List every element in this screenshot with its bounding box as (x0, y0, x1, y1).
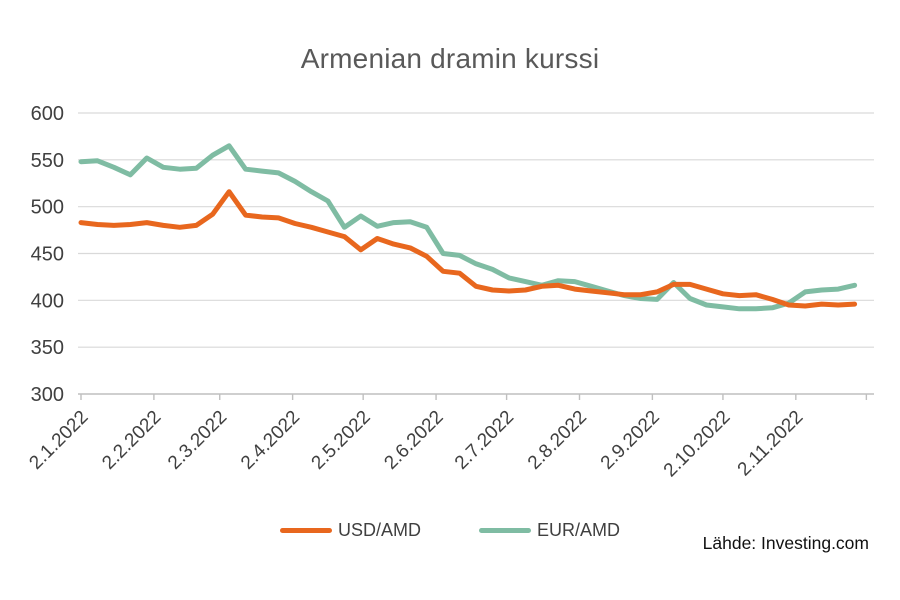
x-axis-label: 2.3.2022 (164, 407, 231, 474)
legend-item-usd-amd: USD/AMD (279, 520, 421, 541)
y-axis-label: 500 (31, 197, 64, 219)
usd-amd-line (78, 189, 858, 309)
x-axis-label: 2.4.2022 (237, 407, 304, 474)
source-credit: Lähde: Investing.com (702, 533, 869, 553)
y-axis-label: 300 (31, 384, 64, 406)
usd-amd-swatch (279, 528, 332, 533)
y-axis-label: 350 (31, 337, 64, 359)
eur-amd-swatch (479, 528, 531, 533)
x-axis-label: 2.5.2022 (308, 407, 375, 474)
x-axis-label: 2.8.2022 (524, 407, 591, 474)
x-axis-label: 2.6.2022 (380, 407, 447, 474)
y-axis-label: 550 (31, 150, 64, 172)
legend-label-eur-amd: EUR/AMD (537, 520, 621, 540)
x-axis-label: 2.9.2022 (597, 407, 664, 474)
legend: USD/AMD EUR/AMD (0, 520, 900, 541)
x-axis-label: 2.7.2022 (451, 407, 518, 474)
y-axis-label: 450 (31, 244, 64, 266)
y-axis-label: 400 (31, 290, 64, 312)
eur-amd-line (78, 143, 858, 312)
x-axis-label: 2.10.2022 (660, 407, 735, 482)
x-axis-label: 2.2.2022 (98, 407, 165, 474)
legend-label-usd-amd: USD/AMD (337, 520, 421, 540)
x-axis-label: 2.1.2022 (25, 407, 92, 474)
legend-item-eur-amd: EUR/AMD (479, 520, 620, 541)
chart-title: Armenian dramin kurssi (300, 43, 600, 74)
x-axis-label: 2.11.2022 (734, 407, 808, 481)
y-axis-label: 600 (31, 103, 64, 125)
line-chart-plot: 300 350 400 450 500 550 600 2.1.2022 2.2.20222.3… (25, 103, 874, 482)
